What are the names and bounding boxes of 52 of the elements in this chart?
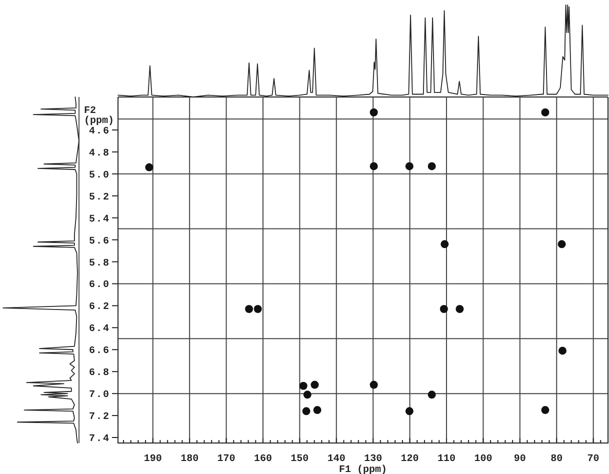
y-tick-label: 6.8 [88, 368, 110, 380]
point [145, 163, 154, 172]
x-tick-label: 80 [550, 454, 563, 465]
x-tick-label: 120 [400, 454, 419, 465]
point [405, 407, 414, 416]
point [370, 380, 378, 389]
x-tick-label: 160 [254, 454, 272, 465]
y-tick-label: 5.0 [88, 170, 110, 182]
point [558, 240, 566, 248]
y-tick-label: 6.2 [88, 302, 110, 314]
y-tick-label: 4.6 [88, 126, 110, 138]
x-axis-title: F1 (ppm) [338, 464, 388, 474]
y-tick-label: 7.0 [88, 390, 110, 402]
x-tick-label: 70 [587, 454, 600, 465]
x-tick-label: 130 [364, 454, 382, 465]
point [541, 108, 550, 116]
point [310, 380, 319, 389]
point [299, 382, 308, 390]
point [405, 162, 414, 170]
y-tick-label: 5.6 [88, 236, 110, 248]
point [440, 304, 448, 313]
x-tick-label: 100 [474, 454, 492, 465]
point [313, 406, 322, 414]
x-tick-label: 140 [327, 454, 346, 465]
point [541, 406, 550, 414]
x-tick-label: 90 [514, 454, 526, 465]
x-tick-label: 190 [144, 454, 162, 465]
y-tick-label: 5.2 [88, 192, 110, 204]
point [245, 304, 254, 313]
point [302, 407, 310, 416]
point [370, 162, 378, 170]
y-tick-label: 4.8 [88, 148, 110, 160]
point [254, 304, 262, 313]
point [440, 240, 449, 248]
x-tick-label: 180 [180, 454, 199, 465]
x-tick-label: 170 [217, 454, 236, 465]
point [303, 390, 312, 399]
y-tick-label: 5.8 [88, 258, 110, 270]
point [456, 304, 464, 313]
y-tick-label: 6.6 [88, 346, 110, 358]
point [558, 346, 566, 355]
point [428, 390, 436, 399]
point [370, 108, 378, 116]
y-axis-title: F2 (ppm) [84, 106, 114, 127]
y-tick-label: 7.4 [88, 434, 110, 446]
y-tick-label: 7.2 [88, 412, 110, 424]
y-tick-label: 6.4 [88, 324, 110, 336]
y-tick-label: 5.4 [88, 214, 110, 226]
x-tick-label: 150 [290, 454, 309, 465]
y-tick-label: 6.0 [88, 280, 110, 292]
point [428, 162, 436, 170]
x-tick-label: 110 [437, 454, 456, 465]
